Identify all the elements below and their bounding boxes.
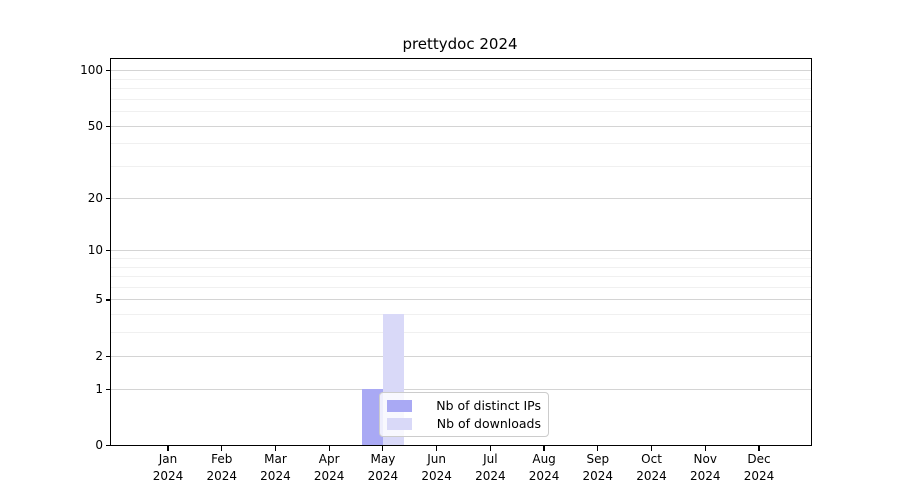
x-tick-month: Mar: [264, 452, 287, 466]
x-tick-mark: [543, 446, 545, 451]
plot-area: Nb of distinct IPs Nb of downloads 0 1 2 5 1…: [80, 58, 812, 483]
y-gridline-minor: [111, 332, 811, 334]
x-tick-year: 2024: [152, 469, 184, 483]
x-tick-year: 2024: [475, 469, 506, 483]
x-tick-mark: [597, 446, 599, 451]
y-tick-label: 50: [87, 118, 103, 133]
x-tick-month: Dec: [747, 452, 771, 466]
y-tick-mark: [105, 70, 110, 72]
y-tick-mark: [105, 388, 110, 390]
y-tick-mark: [105, 355, 110, 357]
y-tick-mark: [105, 445, 110, 447]
x-tick-year: 2024: [313, 469, 345, 483]
x-tick-label: Jul 2024: [463, 451, 517, 485]
y-tick-label: 10: [87, 243, 103, 258]
x-tick-year: 2024: [636, 469, 667, 483]
y-gridline-minor: [111, 143, 811, 145]
x-tick-mark: [274, 446, 277, 451]
x-tick-mark: [758, 446, 760, 451]
y-gridline-minor: [111, 258, 811, 259]
x-tick-label: Feb 2024: [195, 451, 249, 485]
y-tick-label: 1: [95, 381, 103, 396]
x-tick-month: Feb: [211, 452, 233, 466]
bar-distinct-ips: [361, 388, 383, 445]
x-tick-label: Mar 2024: [248, 451, 302, 485]
x-tick-label: Jun 2024: [410, 451, 464, 485]
x-tick-label: May 2024: [356, 451, 410, 485]
x-tick-month: Apr: [318, 452, 340, 466]
y-tick-label: 20: [87, 190, 103, 205]
y-gridline-minor: [111, 98, 811, 100]
chart-title: prettydoc 2024: [402, 35, 518, 53]
x-tick-mark: [489, 446, 491, 451]
x-tick-mark: [704, 446, 706, 451]
x-tick-month: Oct: [641, 452, 662, 466]
y-tick-label: 5: [95, 292, 103, 307]
legend-swatch-distinct-ips-icon: [387, 399, 412, 412]
x-tick-mark: [436, 446, 438, 451]
y-tick-label: 0: [95, 438, 103, 452]
x-tick-mark: [650, 446, 653, 451]
y-gridline-minor: [111, 88, 811, 90]
x-tick-month: Sep: [586, 452, 610, 466]
x-tick-label: Aug 2024: [517, 451, 571, 485]
x-tick-year: 2024: [206, 469, 237, 483]
x-tick-year: 2024: [260, 469, 291, 483]
y-gridline-major: [111, 250, 811, 252]
x-tick-label: Oct 2024: [625, 451, 679, 485]
legend-item-downloads: Nb of downloads: [387, 416, 541, 431]
legend-item-distinct-ips: Nb of distinct IPs: [387, 398, 541, 413]
x-tick-year: 2024: [421, 469, 452, 483]
x-tick-month: May: [370, 452, 396, 466]
y-gridline-minor: [111, 314, 811, 316]
y-tick-mark: [105, 125, 110, 127]
legend: Nb of distinct IPs Nb of downloads: [379, 392, 549, 437]
x-tick-label: Sep 2024: [571, 451, 625, 485]
x-tick-label: Dec 2024: [732, 451, 786, 485]
y-tick-label: 2: [95, 348, 103, 363]
legend-swatch-downloads-icon: [387, 417, 412, 430]
x-tick-year: 2024: [528, 469, 560, 483]
y-tick-mark: [105, 299, 110, 301]
x-tick-month: Aug: [532, 452, 556, 466]
y-gridline-minor: [111, 286, 811, 288]
y-gridline-major: [111, 355, 811, 357]
x-tick-mark: [328, 446, 330, 451]
y-gridline-minor: [111, 266, 811, 268]
x-tick-mark: [221, 446, 223, 451]
legend-label-distinct-ips: Nb of distinct IPs: [436, 398, 541, 413]
y-gridline-major: [111, 125, 811, 127]
y-gridline-minor: [111, 111, 811, 113]
y-tick-mark: [105, 250, 110, 252]
x-tick-mark: [167, 446, 169, 451]
x-tick-year: 2024: [582, 469, 614, 483]
x-tick-month: Jan: [158, 452, 178, 466]
x-tick-year: 2024: [689, 469, 721, 483]
y-gridline-minor: [111, 166, 811, 168]
x-tick-month: Nov: [693, 452, 717, 466]
y-gridline-major: [111, 299, 811, 301]
y-gridline-minor: [111, 78, 811, 80]
y-gridline-minor: [111, 276, 811, 278]
y-gridline-major: [111, 388, 811, 390]
y-tick-label: 100: [80, 63, 103, 78]
y-gridline-major: [111, 197, 811, 199]
x-tick-mark: [382, 446, 384, 451]
x-tick-label: Nov 2024: [678, 451, 732, 485]
y-gridline-major: [111, 70, 811, 72]
legend-label-downloads: Nb of downloads: [436, 416, 541, 431]
x-tick-label: Jan 2024: [141, 451, 195, 485]
x-tick-month: Jul: [483, 452, 498, 466]
x-tick-label: Apr 2024: [302, 451, 356, 485]
x-tick-year: 2024: [367, 469, 399, 483]
x-tick-year: 2024: [743, 469, 775, 483]
x-tick-month: Jun: [427, 452, 446, 466]
y-tick-mark: [105, 197, 110, 199]
